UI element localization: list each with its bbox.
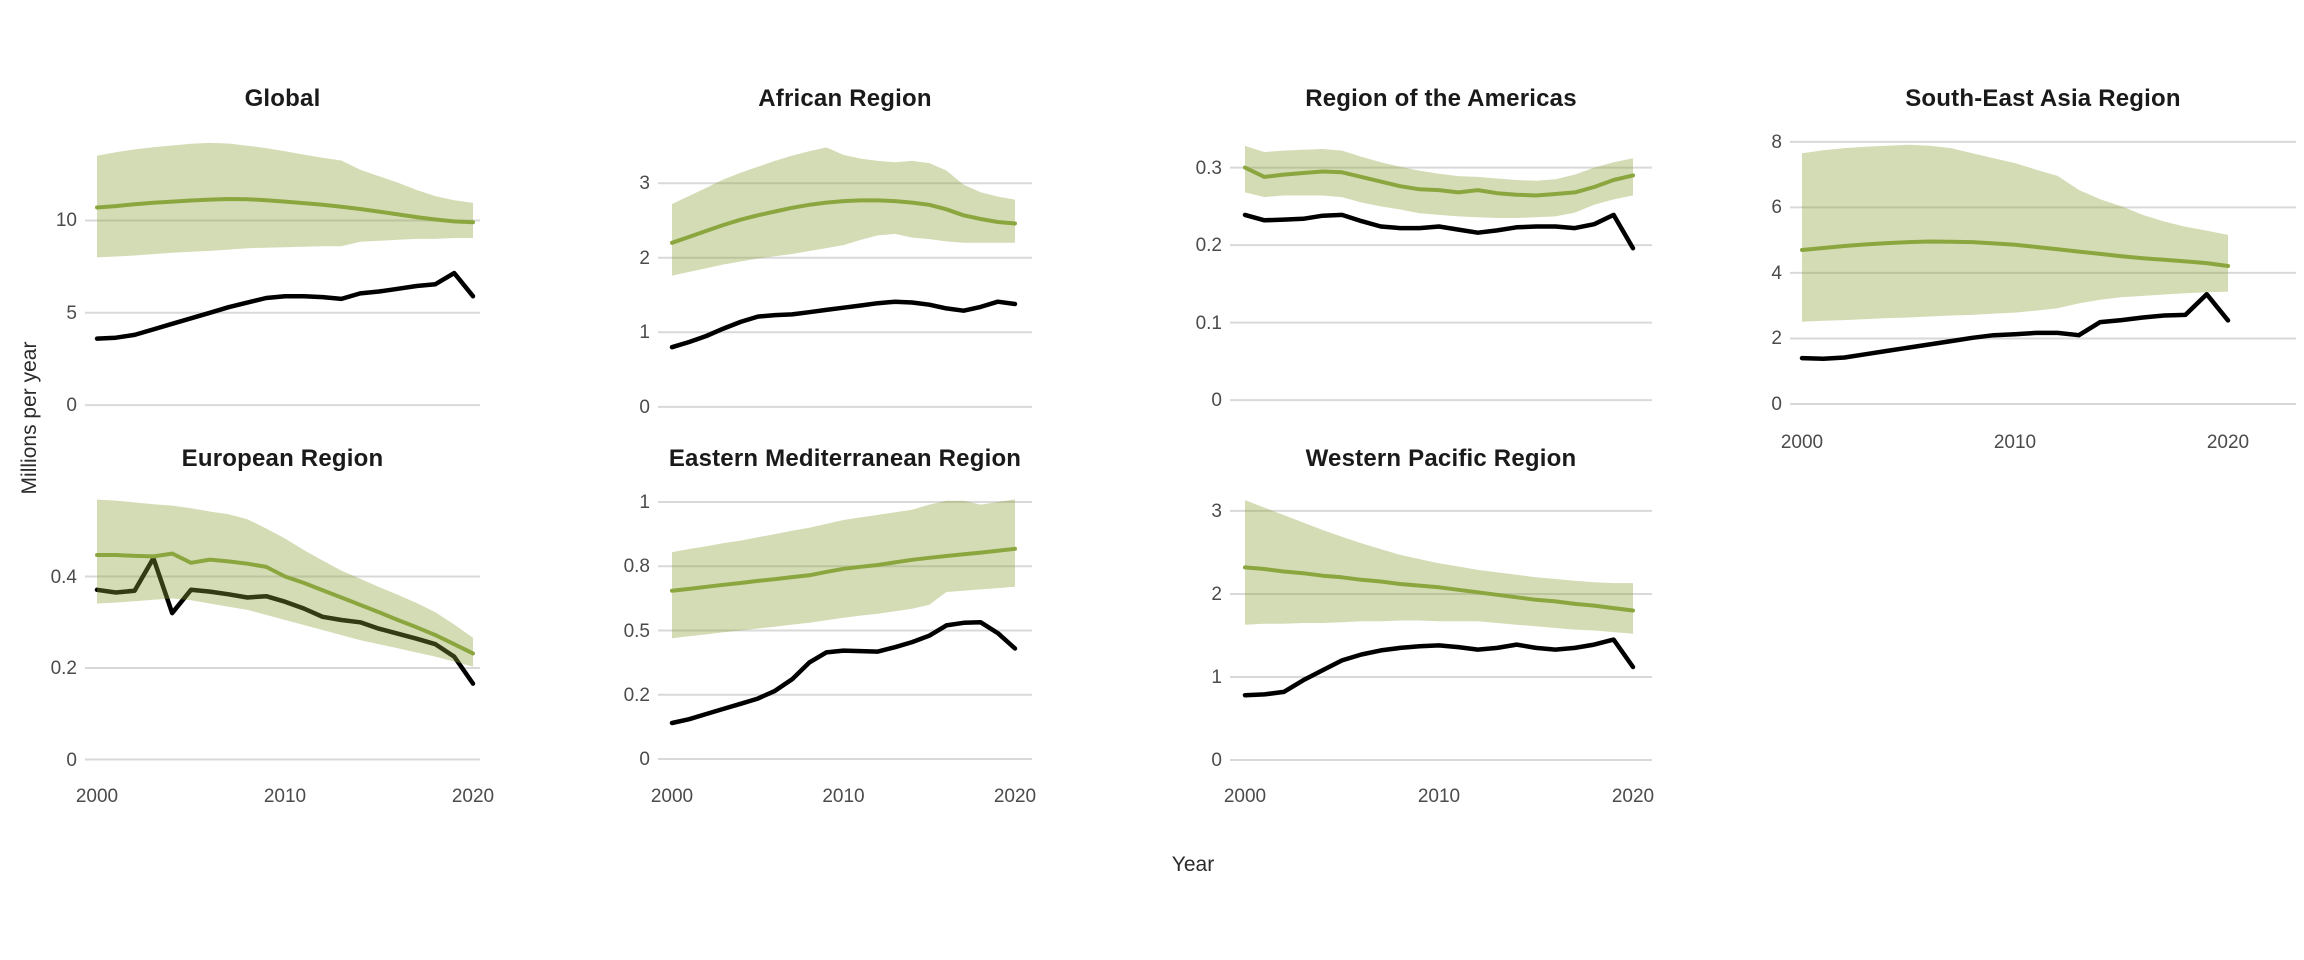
black-line <box>669 620 1018 726</box>
x-tick-label: 2010 <box>1417 786 1461 807</box>
panel-title: European Region <box>181 445 384 472</box>
green-ribbon <box>1245 500 1633 634</box>
panel-title: African Region <box>758 85 932 112</box>
gridlines <box>1230 509 1652 761</box>
y-tick-label: 8 <box>1771 131 1782 153</box>
black-line <box>94 555 476 686</box>
y-tick-label: 0 <box>66 395 77 417</box>
south-east-asia-region-plot <box>1790 140 2296 406</box>
panel-global: Global 0 5 10 <box>56 80 480 418</box>
x-tick-label: 2000 <box>1223 786 1267 807</box>
y-tick-label: 3 <box>1211 500 1222 522</box>
black-line <box>94 270 476 341</box>
y-tick-label: 5 <box>66 302 77 324</box>
y-tick-label: 0 <box>639 396 650 418</box>
panel-western-pacific-region: Western Pacific Region 0 1 2 3 2000 2010 2020 <box>1211 440 1654 807</box>
x-tick-label: 2010 <box>263 786 307 807</box>
gridlines <box>1790 140 2296 406</box>
y-tick-label: 1 <box>639 322 650 344</box>
panel-title: Eastern Mediterranean Region <box>668 445 1022 472</box>
x-axis-title: Year <box>1171 853 1215 876</box>
gridlines <box>658 501 1032 761</box>
x-tick-label: 2020 <box>993 786 1037 807</box>
eastern-mediterranean-region-plot <box>658 499 1032 761</box>
panel-title: Western Pacific Region <box>1305 445 1577 472</box>
y-tick-label: 0.4 <box>50 566 77 588</box>
black-line <box>1242 212 1636 251</box>
green-ribbon <box>672 147 1015 276</box>
african-region-plot <box>658 147 1032 408</box>
green-line <box>1243 565 1635 613</box>
european-region-plot <box>85 499 480 761</box>
green-line <box>670 198 1017 245</box>
x-tick-label: 2000 <box>650 786 694 807</box>
x-tick-label: 2010 <box>1993 432 2037 453</box>
y-tick-label: 2 <box>1211 583 1222 605</box>
black-line <box>669 299 1018 350</box>
y-tick-label: 1 <box>1211 666 1222 688</box>
y-tick-label: 0.2 <box>1195 235 1222 257</box>
y-tick-label: 0 <box>1771 394 1782 415</box>
x-tick-label: 2000 <box>75 786 119 807</box>
green-ribbon <box>97 499 473 667</box>
x-tick-label: 2020 <box>1611 786 1655 807</box>
y-tick-label: 0 <box>1211 749 1222 771</box>
western-pacific-region-plot <box>1230 500 1652 761</box>
y-axis-title: Millions per year <box>18 341 41 495</box>
x-tick-label: 2020 <box>451 786 495 807</box>
y-tick-label: 2 <box>1771 328 1782 350</box>
region-of-the-americas-plot <box>1230 145 1652 402</box>
panel-african-region: African Region 0 1 2 3 <box>639 80 1032 418</box>
gridlines <box>85 219 480 407</box>
green-line <box>95 551 475 656</box>
green-line <box>95 197 475 225</box>
y-tick-label: 0.2 <box>50 658 77 679</box>
y-tick-label: 0.5 <box>623 620 650 642</box>
green-ribbon <box>1802 144 2228 322</box>
black-line <box>1799 291 2231 362</box>
green-line <box>1800 239 2230 268</box>
green-ribbon <box>1245 145 1633 218</box>
black-line <box>1242 637 1636 698</box>
green-line <box>1243 165 1635 198</box>
y-tick-label: 0 <box>66 749 77 771</box>
y-tick-label: 0 <box>1211 390 1222 412</box>
panel-south-east-asia-region: South-East Asia Region 0 2 4 6 8 2000 2010 2020 <box>1771 80 2296 453</box>
panel-eastern-mediterranean-region: Eastern Mediterranean Region 0 0.2 0.5 0.8 1… <box>624 440 1037 807</box>
gridlines <box>1230 166 1652 402</box>
y-tick-label: 0.2 <box>623 684 650 706</box>
y-tick-label: 6 <box>1771 197 1782 219</box>
x-tick-label: 2020 <box>2206 432 2250 453</box>
x-tick-label: 2000 <box>1780 432 1824 453</box>
y-tick-label: 0.3 <box>1195 157 1222 179</box>
y-tick-label: 0 <box>639 749 650 771</box>
y-tick-label: 10 <box>55 210 77 232</box>
panel-title: South-East Asia Region <box>1905 85 2181 112</box>
y-tick-label: 4 <box>1771 262 1782 284</box>
green-line <box>670 546 1017 593</box>
y-tick-label: 3 <box>639 173 650 195</box>
x-tick-label: 2010 <box>822 786 865 807</box>
panel-region-of-the-americas: Region of the Americas 0 0.1 0.2 0.3 <box>1196 80 1652 418</box>
y-tick-label: 0.1 <box>1195 312 1222 334</box>
y-tick-label: 0.8 <box>623 556 650 578</box>
panel-european-region: European Region 0 0.2 0.4 2000 2010 2020 <box>51 440 495 807</box>
y-tick-label: 1 <box>639 492 650 513</box>
panel-title: Region of the Americas <box>1305 85 1577 112</box>
y-tick-label: 2 <box>639 247 650 269</box>
global-plot <box>85 142 480 407</box>
panel-title: Global <box>244 85 321 112</box>
